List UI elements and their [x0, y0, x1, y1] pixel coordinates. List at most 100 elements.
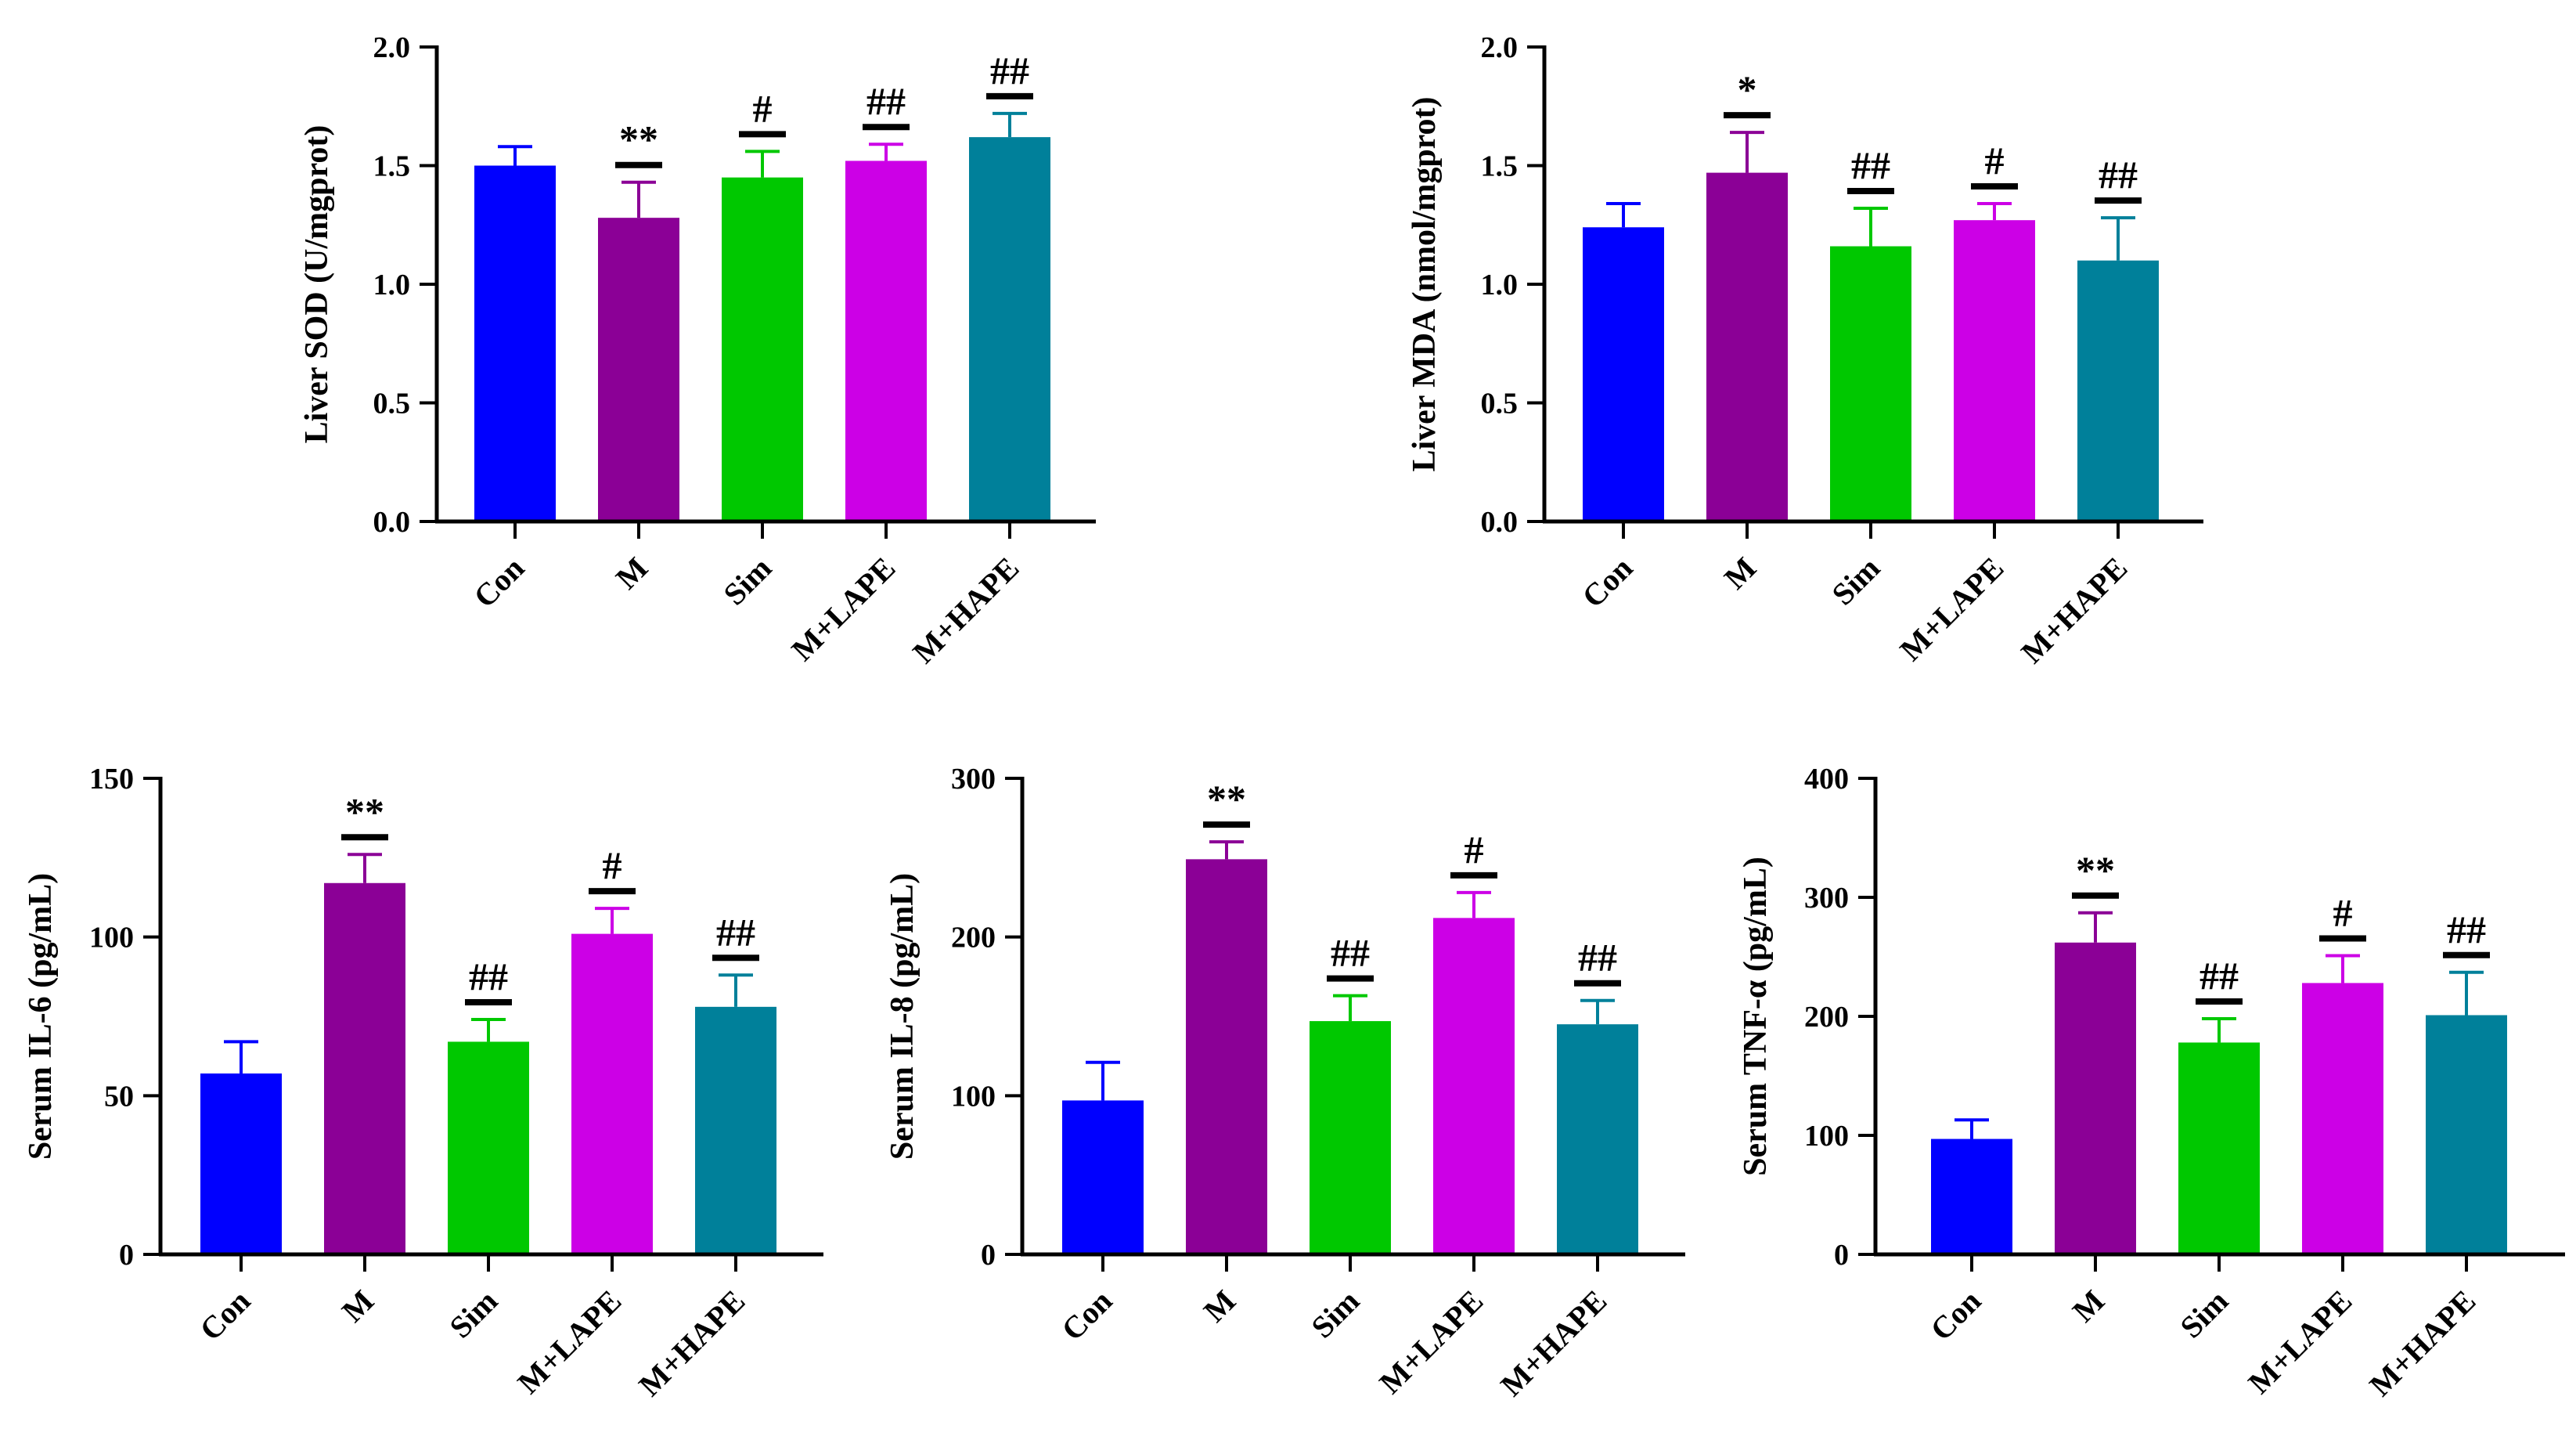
y-tick-label-1: 0.0 — [373, 506, 411, 539]
y-axis-title: Serum TNF-α (pg/mL) — [1738, 857, 1774, 1176]
y-tick-label-3: 200 — [1804, 1001, 1849, 1034]
bar-2 — [1186, 859, 1267, 1254]
category-label-1: Con — [467, 550, 531, 615]
category-label-2: M — [2066, 1283, 2112, 1330]
y-tick-label-3: 1.0 — [1481, 269, 1519, 301]
significance-label-2: ** — [1207, 777, 1246, 821]
y-tick-label-3: 100 — [89, 922, 134, 954]
bar-3 — [1830, 246, 1911, 521]
category-label-2: M — [1717, 550, 1764, 597]
bar-2 — [324, 882, 405, 1254]
chart-panel-2: Con * M ## Sim # M+LAPE ## M+HAPE 0.0 0.5 1.0 1.5 2.0… — [1407, 31, 2203, 670]
y-tick-label-1: 0 — [1834, 1239, 1849, 1272]
y-axis-title: Serum IL-6 (pg/mL) — [23, 873, 59, 1160]
chart-panel-1: Con ** M # Sim ## M+LAPE ## M+HAPE 0.0 0.5 1.0 1.5 2.… — [299, 31, 1096, 670]
y-tick-label-2: 100 — [1804, 1120, 1849, 1153]
category-label-3: Sim — [442, 1283, 504, 1345]
bar-5 — [2077, 260, 2159, 521]
y-tick-label-3: 200 — [951, 922, 996, 954]
category-label-1: Con — [193, 1283, 257, 1348]
bar-5 — [2426, 1015, 2507, 1254]
category-label-4: M+LAPE — [510, 1283, 628, 1401]
chart-panel-4: Con ** M ## Sim # M+LAPE ## M+HAPE 0 100 200 300 Seru… — [884, 763, 1685, 1403]
y-tick-label-3: 1.0 — [373, 269, 411, 301]
significance-label-3: ## — [1331, 931, 1370, 975]
bar-1 — [200, 1073, 282, 1254]
significance-label-3: # — [753, 86, 773, 130]
chart-panel-3: Con ** M ## Sim # M+LAPE ## M+HAPE 0 50 100 150 Serum… — [23, 763, 823, 1403]
category-label-1: Con — [1054, 1283, 1119, 1348]
significance-label-4: # — [1465, 828, 1484, 871]
bar-2 — [598, 218, 679, 521]
bar-3 — [448, 1041, 529, 1254]
category-label-2: M — [609, 550, 655, 597]
category-label-5: M+HAPE — [906, 550, 1025, 670]
significance-label-4: ## — [866, 79, 906, 123]
category-label-3: Sim — [2173, 1283, 2235, 1345]
y-tick-label-4: 1.5 — [373, 150, 411, 183]
y-tick-label-4: 300 — [951, 763, 996, 796]
bar-5 — [1557, 1024, 1638, 1254]
significance-label-2: * — [1738, 67, 1757, 111]
y-tick-label-2: 50 — [104, 1080, 134, 1113]
y-tick-label-1: 0 — [119, 1239, 134, 1272]
category-label-3: Sim — [1304, 1283, 1366, 1345]
bar-1 — [1931, 1139, 2012, 1254]
bar-3 — [722, 177, 803, 521]
category-label-1: Con — [1575, 550, 1639, 615]
category-label-5: M+HAPE — [2014, 550, 2134, 670]
bar-1 — [1583, 227, 1664, 521]
bar-2 — [2055, 942, 2136, 1254]
y-tick-label-4: 150 — [89, 763, 134, 796]
significance-label-5: ## — [716, 910, 755, 954]
y-tick-label-1: 0.0 — [1481, 506, 1519, 539]
significance-label-5: ## — [2099, 153, 2138, 197]
significance-label-3: ## — [2200, 954, 2239, 998]
y-axis-title: Liver MDA (nmol/mgprot) — [1407, 96, 1443, 471]
category-label-5: M+HAPE — [1493, 1283, 1613, 1403]
bar-1 — [1062, 1100, 1144, 1254]
category-label-4: M+LAPE — [2241, 1283, 2358, 1401]
significance-label-5: ## — [1578, 936, 1617, 980]
bar-4 — [571, 933, 653, 1254]
category-label-2: M — [335, 1283, 381, 1330]
y-tick-label-5: 2.0 — [1481, 31, 1519, 64]
y-tick-label-2: 0.5 — [1481, 388, 1519, 420]
significance-label-2: ** — [345, 789, 384, 833]
y-axis-title: Serum IL-8 (pg/mL) — [884, 873, 921, 1160]
bar-4 — [2302, 983, 2383, 1254]
category-label-4: M+LAPE — [1893, 550, 2010, 668]
y-tick-label-5: 2.0 — [373, 31, 411, 64]
y-tick-label-4: 300 — [1804, 882, 1849, 915]
category-label-2: M — [1197, 1283, 1243, 1330]
bar-1 — [474, 165, 556, 521]
bar-4 — [845, 161, 927, 521]
y-tick-label-4: 1.5 — [1481, 150, 1519, 183]
y-axis-title: Liver SOD (U/mgprot) — [299, 125, 335, 444]
significance-label-5: ## — [990, 49, 1029, 92]
category-label-5: M+HAPE — [2362, 1283, 2482, 1403]
significance-label-4: # — [1985, 139, 2005, 182]
bar-3 — [1310, 1021, 1391, 1254]
significance-label-4: # — [2333, 890, 2353, 934]
category-label-5: M+HAPE — [632, 1283, 751, 1403]
y-tick-label-2: 0.5 — [373, 388, 411, 420]
bar-5 — [695, 1006, 776, 1254]
y-tick-label-1: 0 — [981, 1239, 996, 1272]
category-label-4: M+LAPE — [1372, 1283, 1490, 1401]
significance-label-4: # — [603, 843, 622, 887]
bar-2 — [1706, 172, 1788, 521]
bar-3 — [2178, 1042, 2260, 1254]
significance-label-3: ## — [1851, 143, 1890, 187]
bar-4 — [1433, 918, 1515, 1254]
bar-4 — [1954, 220, 2035, 521]
chart-panel-5: Con ** M ## Sim # M+LAPE ## M+HAPE 0 100 200 300 400 S… — [1738, 763, 2565, 1403]
significance-label-3: ## — [469, 954, 508, 998]
significance-label-2: ** — [2076, 848, 2115, 892]
bar-5 — [969, 137, 1050, 521]
category-label-3: Sim — [716, 550, 778, 612]
y-tick-label-5: 400 — [1804, 763, 1849, 796]
significance-label-5: ## — [2447, 908, 2486, 951]
category-label-4: M+LAPE — [784, 550, 902, 668]
